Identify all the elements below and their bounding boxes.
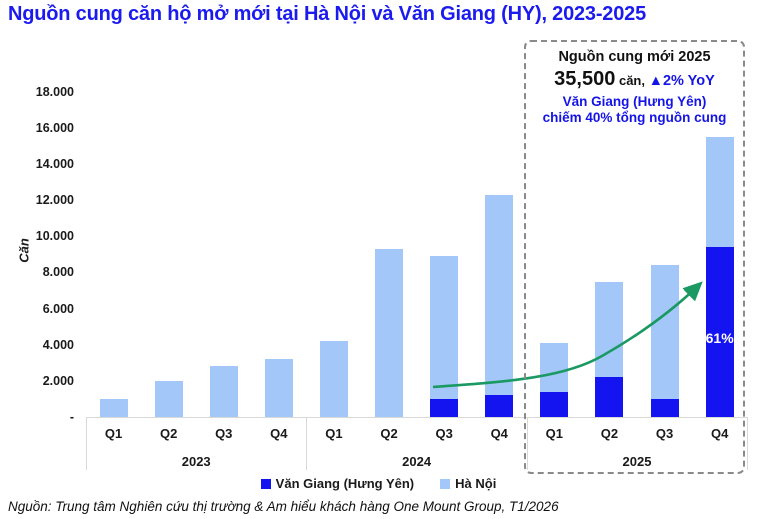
bar-segment-ha-noi <box>485 194 514 396</box>
x-tick-quarter: Q2 <box>159 426 178 441</box>
bar-segment-ha-noi <box>430 256 459 399</box>
annotation-unit: căn, <box>618 73 645 88</box>
legend-label-van-giang: Văn Giang (Hưng Yên) <box>275 476 415 491</box>
legend-item-ha-noi: Hà Nội <box>440 476 496 491</box>
bar-segment-van-giang <box>540 391 569 417</box>
year-separator <box>747 417 749 470</box>
bar-segment-van-giang <box>430 398 459 417</box>
legend: Văn Giang (Hưng Yên) Hà Nội <box>0 476 757 491</box>
x-tick-quarter: Q1 <box>325 426 343 441</box>
legend-item-van-giang: Văn Giang (Hưng Yên) <box>260 476 415 491</box>
x-tick-year: 2024 <box>402 454 432 469</box>
y-tick-label: 4.000 <box>42 337 74 352</box>
annotation-heading: Nguồn cung mới 2025 <box>558 49 711 65</box>
x-axis-baseline <box>86 417 748 418</box>
y-tick-label: 16.000 <box>35 120 74 135</box>
x-tick-quarter: Q3 <box>655 426 674 441</box>
highlight-2025-box <box>524 40 745 474</box>
y-tick-label: 8.000 <box>42 265 74 280</box>
year-separator <box>306 417 308 470</box>
year-separator <box>86 417 87 470</box>
x-tick-quarter: Q3 <box>215 426 233 441</box>
bar-segment-ha-noi <box>99 398 128 417</box>
bar-segment-van-giang <box>650 398 679 417</box>
legend-swatch-ha-noi <box>440 478 451 489</box>
x-tick-quarter: Q1 <box>545 426 564 441</box>
x-tick-quarter: Q3 <box>435 426 453 441</box>
bar-segment-ha-noi <box>264 359 293 417</box>
y-tick-label: - <box>69 410 74 424</box>
y-tick-label: 6.000 <box>42 301 74 316</box>
annotation-value-line: 35,500 căn, ▲2% YoY <box>527 68 742 91</box>
annotation-yoy: ▲2% YoY <box>648 73 715 89</box>
x-tick-year: 2025 <box>622 454 652 469</box>
bar-label-percentage: 61% <box>705 330 734 346</box>
bar-segment-ha-noi <box>209 366 238 417</box>
y-tick-label: 10.000 <box>35 229 74 244</box>
bar-segment-van-giang <box>485 395 514 417</box>
x-tick-quarter: Q4 <box>710 426 729 441</box>
bar-segment-ha-noi <box>375 248 404 417</box>
x-tick-quarter: Q4 <box>270 426 288 441</box>
x-tick-quarter: Q1 <box>104 426 123 441</box>
annotation-value: 35,500 <box>554 68 616 90</box>
legend-swatch-van-giang <box>260 478 271 489</box>
x-tick-quarter: Q2 <box>380 426 398 441</box>
year-separator <box>526 417 528 470</box>
y-tick-label: 14.000 <box>35 157 74 172</box>
y-tick-label: 2.000 <box>42 373 74 388</box>
bar-segment-ha-noi <box>705 136 734 248</box>
x-tick-quarter: Q4 <box>490 426 508 441</box>
y-tick-label: 12.000 <box>35 193 74 208</box>
x-tick-year: 2023 <box>181 454 211 469</box>
x-tick-quarter: Q2 <box>600 426 619 441</box>
chart-title: Nguồn cung căn hộ mở mới tại Hà Nội và V… <box>8 3 647 25</box>
legend-label-ha-noi: Hà Nội <box>455 476 497 491</box>
y-tick-label: 18.000 <box>35 84 74 99</box>
annotation-share: chiếm 40% tổng nguồn cung <box>542 110 727 125</box>
bar-segment-ha-noi <box>154 380 183 417</box>
annotation-van-giang: Văn Giang (Hưng Yên) <box>562 94 707 109</box>
bar-segment-van-giang <box>705 247 734 417</box>
source-note: Nguồn: Trung tâm Nghiên cứu thị trường &… <box>8 499 559 514</box>
bar-segment-ha-noi <box>319 341 348 417</box>
